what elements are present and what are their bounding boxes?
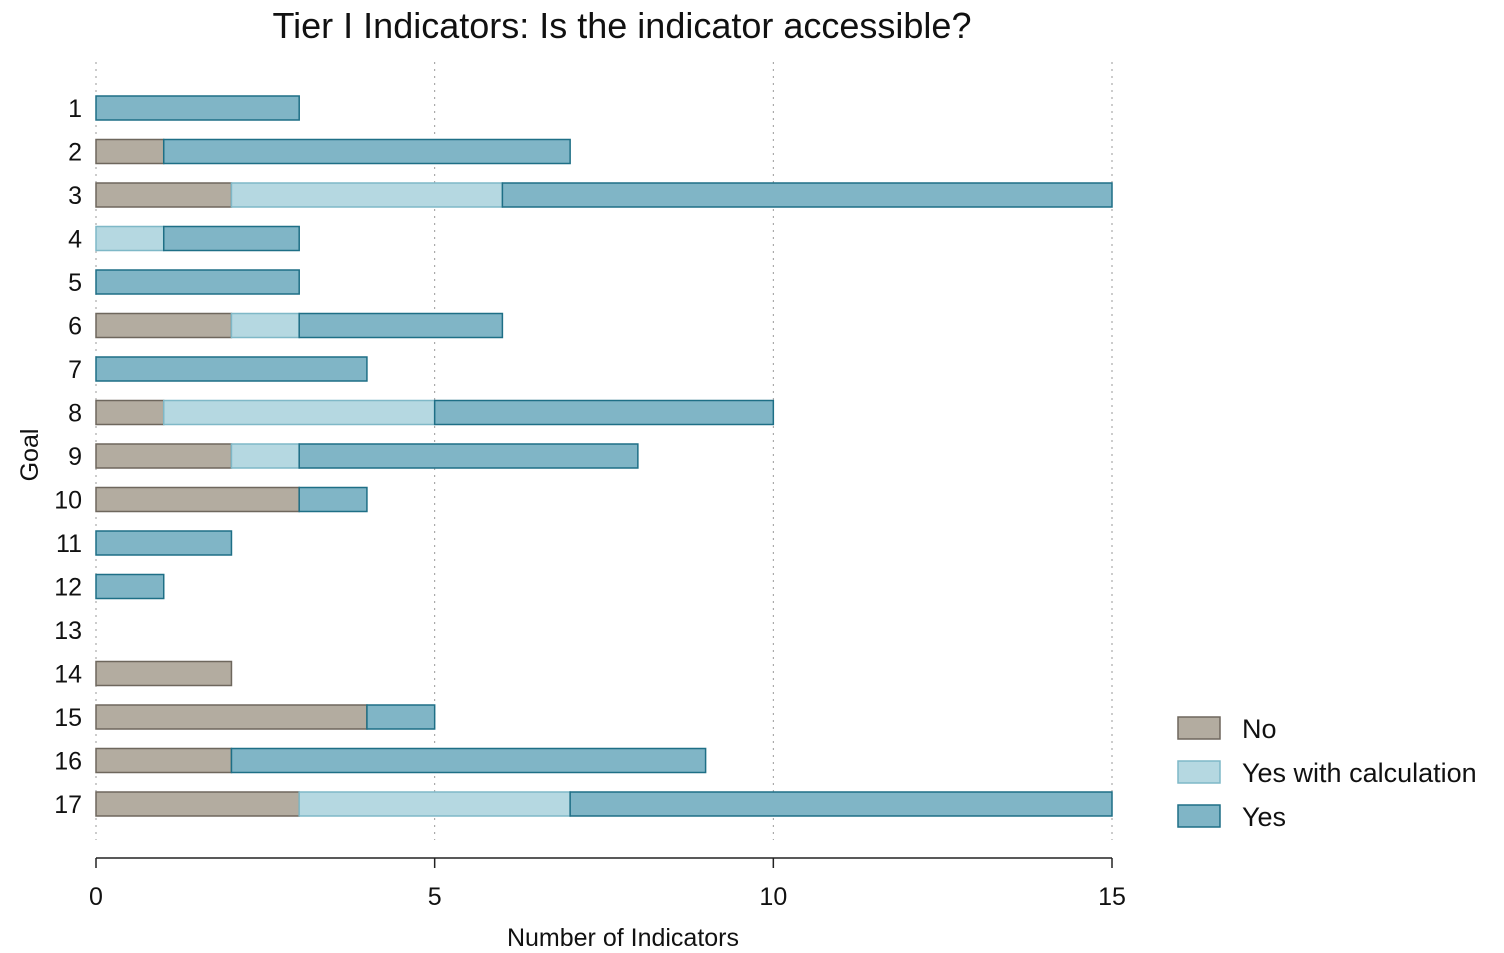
y-tick-label: 5: [68, 269, 82, 297]
y-tick-label: 13: [54, 617, 82, 645]
bar-segment-yes: [230, 747, 707, 774]
bar-segment-no: [95, 312, 233, 339]
bar-segment-no: [95, 704, 368, 730]
legend: No Yes with calculation Yes: [1177, 714, 1477, 832]
bar-segment-yes: [298, 312, 504, 339]
bar-segment-no: [95, 747, 233, 774]
bar-segment-no: [95, 443, 233, 469]
bar-segment-yes-with-calculation: [298, 791, 571, 817]
bar-segment-yes: [366, 704, 436, 730]
x-tick-label: 5: [428, 883, 442, 911]
x-axis: [95, 857, 1113, 868]
bar-segment-no: [95, 399, 165, 426]
legend-label: No: [1242, 714, 1277, 744]
y-tick-label: 9: [68, 443, 82, 471]
y-tick-label: 14: [54, 661, 82, 689]
bar-segment-yes: [569, 791, 1113, 817]
y-tick-label: 16: [54, 748, 82, 776]
x-axis-title: Number of Indicators: [507, 924, 739, 952]
y-tick-label: 4: [68, 226, 82, 254]
y-tick-label: 6: [68, 313, 82, 341]
bar-segment-yes-with-calculation: [230, 312, 300, 339]
bar-segment-yes: [162, 225, 300, 252]
bar-segment-yes: [95, 269, 300, 295]
x-tick-label: 0: [89, 883, 103, 911]
y-tick-label: 7: [68, 356, 82, 384]
bar-segment-yes: [298, 486, 368, 513]
y-tick-label: 10: [54, 487, 82, 515]
bar-segment-no: [95, 182, 233, 208]
bar-segment-no: [95, 660, 233, 687]
y-tick-label: 2: [68, 139, 82, 167]
bar-segment-no: [95, 791, 300, 817]
bar-segment-yes: [95, 356, 368, 382]
bar-segment-yes: [95, 530, 233, 556]
bar-segment-yes: [162, 138, 571, 165]
x-tick-label: 15: [1098, 883, 1126, 911]
y-tick-label: 17: [54, 791, 82, 819]
x-tick-label: 10: [759, 883, 787, 911]
bar-segment-yes-with-calculation: [95, 225, 165, 252]
bar-segment-yes-with-calculation: [230, 182, 504, 208]
bar-segment-yes: [95, 573, 165, 600]
bar-segment-yes-with-calculation: [230, 443, 300, 469]
legend-swatch: [1177, 804, 1221, 828]
bar-segment-yes: [501, 182, 1113, 208]
y-tick-label: 11: [56, 530, 82, 558]
legend-swatch: [1177, 760, 1221, 784]
y-tick-label: 1: [68, 95, 82, 123]
bar-segment-yes: [298, 443, 639, 469]
bar-segment-no: [95, 138, 165, 165]
bar-segment-no: [95, 486, 300, 513]
y-axis-title: Goal: [16, 429, 44, 482]
legend-label: Yes: [1242, 802, 1286, 832]
bars: [95, 95, 1113, 817]
y-tick-label: 15: [54, 704, 82, 732]
bar-segment-yes: [95, 95, 300, 121]
bar-segment-yes: [433, 399, 775, 426]
y-tick-label: 8: [68, 400, 82, 428]
legend-swatch: [1177, 716, 1221, 740]
x-tick-labels: 0 5 10 15: [89, 883, 1126, 911]
y-tick-label: 12: [54, 574, 82, 602]
y-tick-label: 3: [68, 182, 82, 210]
chart-title: Tier I Indicators: Is the indicator acce…: [273, 5, 972, 46]
legend-label: Yes with calculation: [1242, 758, 1477, 788]
bar-segment-yes-with-calculation: [162, 399, 436, 426]
